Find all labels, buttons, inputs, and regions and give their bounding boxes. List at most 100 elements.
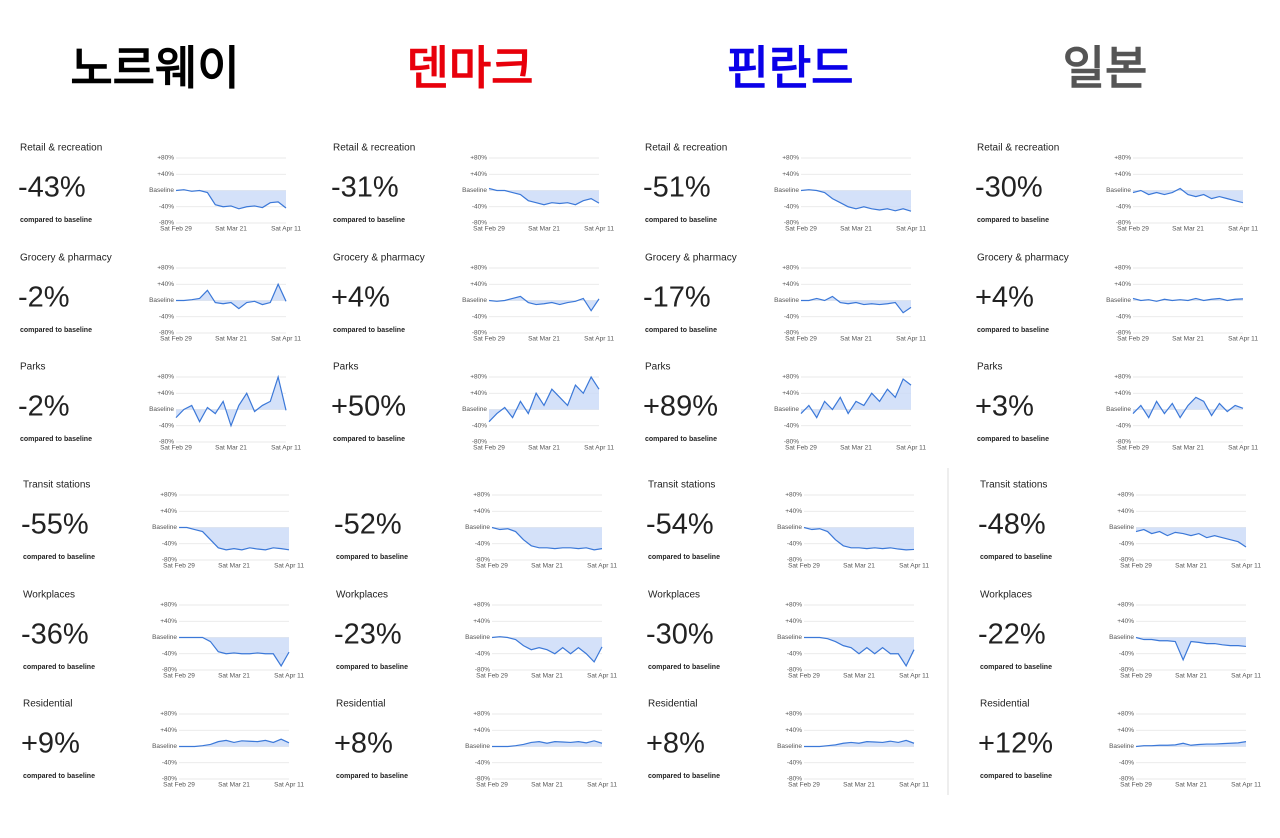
x-tick-label: Sat Apr 11 [1231,673,1261,680]
y-tick-label: +40% [1114,171,1131,178]
country-title: 일본 [1063,42,1148,94]
y-tick-label: Baseline [152,634,177,641]
y-tick-label: Baseline [1109,743,1134,750]
area [176,189,286,209]
headline: +89% [643,391,718,423]
x-tick-label: Sat Apr 11 [274,782,304,789]
headline: +8% [646,728,705,760]
x-tick-label: Sat Mar 21 [528,445,560,452]
category-title: Workplaces [980,590,1032,601]
y-tick-label: +80% [785,711,802,718]
x-tick-label: Sat Apr 11 [899,782,929,789]
x-tick-label: Sat Mar 21 [1172,336,1204,343]
y-tick-label: +80% [785,602,802,609]
y-tick-label: +80% [782,155,799,162]
y-tick-label: -80% [162,776,177,783]
caption: compared to baseline [333,436,405,443]
category-title: Parks [977,362,1003,373]
y-tick-label: +40% [470,281,487,288]
y-tick-label: Baseline [777,634,802,641]
x-tick-label: Sat Apr 11 [899,563,929,570]
y-tick-label: Baseline [777,524,802,531]
y-tick-label: +80% [160,602,177,609]
y-tick-label: -40% [1119,540,1134,547]
y-tick-label: -40% [787,540,802,547]
y-tick-label: -40% [1116,422,1131,429]
line [1135,636,1247,662]
y-tick-label: +80% [157,374,174,381]
y-tick-label: -80% [159,220,174,227]
y-tick-label: -40% [159,313,174,320]
caption: compared to baseline [23,773,95,780]
y-tick-label: +40% [473,727,490,734]
category-title: Residential [23,699,72,710]
headline: -30% [646,619,714,651]
caption: compared to baseline [20,327,92,334]
y-tick-label: Baseline [465,524,490,531]
x-tick-label: Sat Mar 21 [528,336,560,343]
category-title: Workplaces [336,590,388,601]
x-tick-label: Sat Feb 29 [160,445,192,452]
line [176,282,287,310]
x-tick-label: Sat Apr 11 [271,226,301,233]
y-tick-label: Baseline [152,743,177,750]
category-title: Parks [20,362,46,373]
x-tick-label: Sat Apr 11 [1228,445,1258,452]
x-tick-label: Sat Feb 29 [1117,336,1149,343]
y-tick-label: -80% [472,330,487,337]
y-tick-label: +40% [785,618,802,625]
x-tick-label: Sat Mar 21 [218,563,250,570]
y-tick-label: -80% [1119,776,1134,783]
category-title: Transit stations [980,480,1047,491]
y-tick-label: -40% [475,540,490,547]
caption: compared to baseline [336,773,408,780]
line [1132,297,1244,302]
y-tick-label: -40% [1116,203,1131,210]
y-tick-label: +40% [1114,281,1131,288]
y-tick-label: -80% [159,330,174,337]
line [1132,187,1244,204]
y-tick-label: +40% [782,171,799,178]
caption: compared to baseline [980,664,1052,671]
y-tick-label: -40% [159,422,174,429]
caption: compared to baseline [336,664,408,671]
x-tick-label: Sat Feb 29 [788,782,820,789]
y-tick-label: +40% [160,727,177,734]
headline: -22% [978,619,1046,651]
y-tick-label: +40% [157,281,174,288]
y-tick-label: +80% [160,711,177,718]
y-tick-label: +80% [785,492,802,499]
line [492,740,603,748]
caption: compared to baseline [20,436,92,443]
area [801,189,911,212]
x-tick-label: Sat Mar 21 [1172,226,1204,233]
headline: -43% [18,172,86,204]
caption: compared to baseline [977,327,1049,334]
category-title: Retail & recreation [20,143,102,154]
x-tick-label: Sat Mar 21 [215,445,247,452]
x-tick-label: Sat Feb 29 [785,226,817,233]
x-tick-label: Sat Mar 21 [843,673,875,680]
y-tick-label: -80% [784,439,799,446]
caption: compared to baseline [645,327,717,334]
line [800,189,912,212]
area [179,637,289,666]
line [179,526,290,551]
y-tick-label: +80% [473,492,490,499]
category-title: Workplaces [648,590,700,601]
y-tick-label: +80% [1114,265,1131,272]
x-tick-label: Sat Apr 11 [271,445,301,452]
y-tick-label: Baseline [149,297,174,304]
caption: compared to baseline [648,664,720,671]
category-title: Residential [648,699,697,710]
line [488,375,600,423]
x-tick-label: Sat Feb 29 [788,563,820,570]
x-tick-label: Sat Apr 11 [896,336,926,343]
area [179,527,289,550]
y-tick-label: +80% [160,492,177,499]
x-tick-label: Sat Apr 11 [271,336,301,343]
y-tick-label: -40% [787,759,802,766]
headline: +4% [975,282,1034,314]
x-tick-label: Sat Apr 11 [587,563,617,570]
